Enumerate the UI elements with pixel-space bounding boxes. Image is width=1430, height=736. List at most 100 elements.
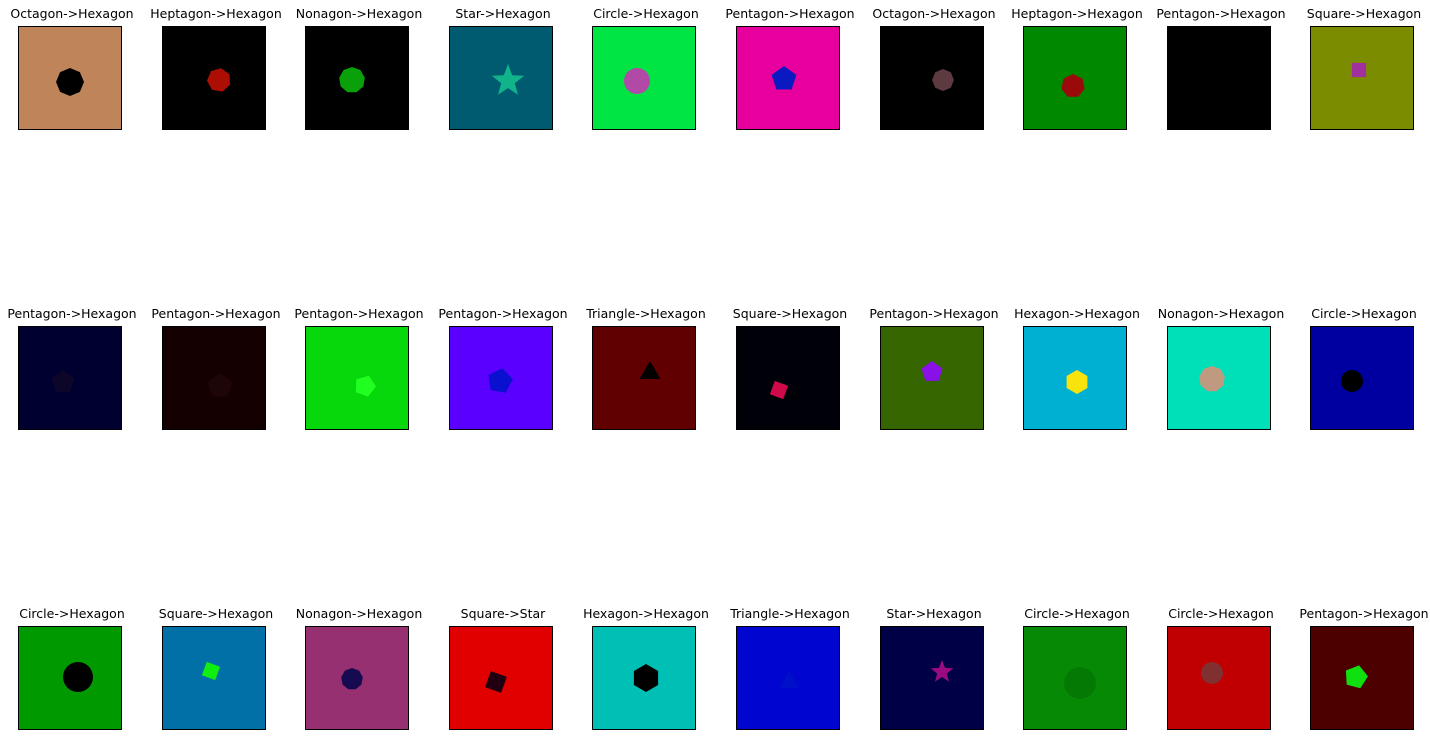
hexagon-shape: [633, 664, 659, 692]
panel: Nonagon->Hexagon: [287, 604, 431, 730]
panel-svg: [593, 327, 695, 429]
panel: Circle->Hexagon: [1005, 604, 1149, 730]
panel: Pentagon->Hexagon: [1149, 4, 1293, 130]
panel-image: [1023, 26, 1127, 130]
panel-image: [736, 326, 840, 430]
panel: Nonagon->Hexagon: [287, 4, 431, 130]
panel-svg: [19, 627, 121, 729]
panel: Heptagon->Hexagon: [144, 4, 288, 130]
panel-title: Pentagon->Hexagon: [725, 6, 855, 21]
panel-svg: [881, 627, 983, 729]
panel-svg: [1168, 327, 1270, 429]
panel: Pentagon->Hexagon: [144, 304, 288, 430]
panel-title: Nonagon->Hexagon: [295, 606, 423, 621]
panel: Square->Hexagon: [1292, 4, 1430, 130]
panel-image: [305, 626, 409, 730]
panel-image: [736, 26, 840, 130]
panel-title: Square->Star: [460, 606, 546, 621]
panel-image: [592, 26, 696, 130]
panel-image: [449, 626, 553, 730]
panel-svg: [306, 327, 408, 429]
panel: Star->Hexagon: [431, 4, 575, 130]
panel-title: Square->Hexagon: [732, 306, 848, 321]
panel-svg: [163, 27, 265, 129]
triangle-shape: [779, 671, 799, 688]
panel: Pentagon->Hexagon: [862, 304, 1006, 430]
star-shape: [930, 660, 954, 682]
heptagon-shape: [207, 68, 231, 92]
panel-image: [1310, 326, 1414, 430]
panel-title: Star->Hexagon: [455, 6, 551, 21]
circle-shape: [1201, 662, 1223, 684]
panel-title: Heptagon->Hexagon: [150, 6, 282, 21]
panel-title: Circle->Hexagon: [593, 6, 699, 21]
panel: Hexagon->Hexagon: [1005, 304, 1149, 430]
octagon-shape: [932, 69, 954, 91]
panel-title: Star->Hexagon: [886, 606, 982, 621]
panel-svg: [163, 327, 265, 429]
square-shape: [1351, 62, 1367, 78]
panel-image: [162, 26, 266, 130]
panel: Octagon->Hexagon: [0, 4, 144, 130]
panel-svg: [1168, 27, 1270, 129]
octagon-shape: [56, 68, 84, 96]
panel: Nonagon->Hexagon: [1149, 304, 1293, 430]
pentagon-shape: [207, 373, 233, 397]
panel: Square->Star: [431, 604, 575, 730]
panel-title: Circle->Hexagon: [1311, 306, 1417, 321]
panel: Circle->Hexagon: [1292, 304, 1430, 430]
pentagon-shape: [1206, 67, 1230, 89]
panel-svg: [881, 327, 983, 429]
panel-title: Pentagon->Hexagon: [151, 306, 281, 321]
panel-svg: [1024, 327, 1126, 429]
panel-svg: [450, 627, 552, 729]
panel-title: Triangle->Hexagon: [730, 606, 850, 621]
panel-svg: [1311, 327, 1413, 429]
panel-image: [880, 26, 984, 130]
panel-image: [162, 626, 266, 730]
panel-title: Pentagon->Hexagon: [1299, 606, 1429, 621]
panel-svg: [1024, 627, 1126, 729]
panel-svg: [593, 27, 695, 129]
pentagon-shape: [1345, 665, 1368, 689]
panel: Hexagon->Hexagon: [574, 604, 718, 730]
panel-svg: [306, 627, 408, 729]
panel: Triangle->Hexagon: [718, 604, 862, 730]
panel-image: [1310, 26, 1414, 130]
panel: Square->Hexagon: [144, 604, 288, 730]
panel-background: [306, 327, 408, 429]
panel-background: [1311, 27, 1413, 129]
panel-svg: [306, 27, 408, 129]
panel: Pentagon->Hexagon: [287, 304, 431, 430]
panel-background: [737, 327, 839, 429]
panel: Pentagon->Hexagon: [431, 304, 575, 430]
pentagon-shape: [771, 66, 797, 90]
panel-title: Pentagon->Hexagon: [1156, 6, 1286, 21]
panel-title: Pentagon->Hexagon: [294, 306, 424, 321]
heptagon-shape: [1061, 74, 1085, 97]
panel-svg: [1311, 627, 1413, 729]
panel-title: Circle->Hexagon: [1024, 606, 1130, 621]
panel-title: Hexagon->Hexagon: [1014, 306, 1140, 321]
panel-image: [449, 26, 553, 130]
panel: Pentagon->Hexagon: [718, 4, 862, 130]
panel-svg: [1168, 627, 1270, 729]
panel-title: Hexagon->Hexagon: [583, 606, 709, 621]
panel-title: Nonagon->Hexagon: [295, 6, 423, 21]
panel: Circle->Hexagon: [574, 4, 718, 130]
panel: Circle->Hexagon: [0, 604, 144, 730]
panel: Heptagon->Hexagon: [1005, 4, 1149, 130]
panel-image: [449, 326, 553, 430]
panel-image: [880, 326, 984, 430]
panel-title: Pentagon->Hexagon: [7, 306, 137, 321]
panel-image: [18, 626, 122, 730]
pentagon-shape: [51, 370, 75, 392]
panel-title: Octagon->Hexagon: [872, 6, 996, 21]
panel-svg: [881, 27, 983, 129]
panel-title: Nonagon->Hexagon: [1157, 306, 1285, 321]
circle-shape: [624, 68, 650, 94]
panel-svg: [450, 27, 552, 129]
panel-title: Heptagon->Hexagon: [1011, 6, 1143, 21]
panel-svg: [1024, 27, 1126, 129]
panel: Pentagon->Hexagon: [1292, 604, 1430, 730]
